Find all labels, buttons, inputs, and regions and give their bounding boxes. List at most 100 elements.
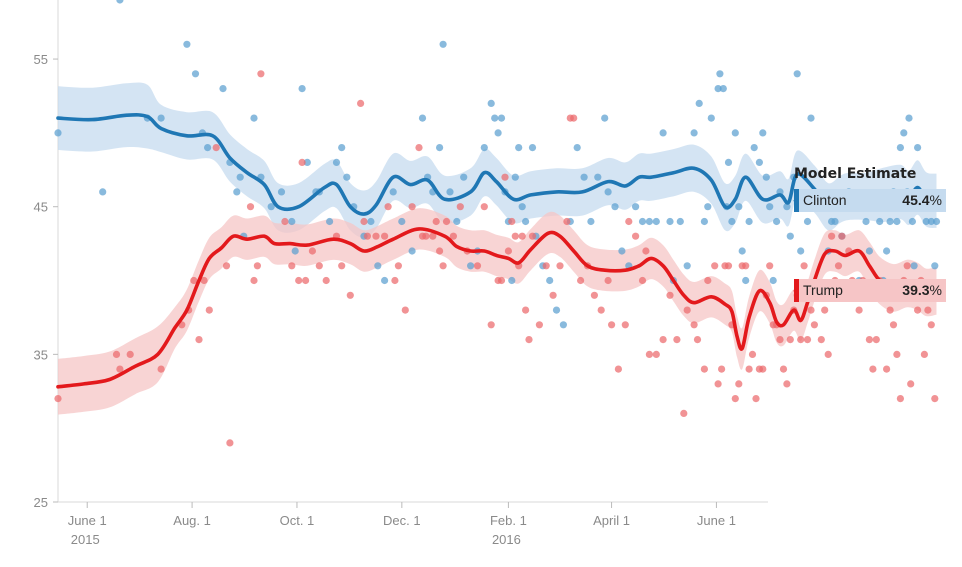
trump-poll-dot <box>436 247 444 255</box>
clinton-name: Clinton <box>803 192 847 209</box>
clinton-poll-dot <box>797 247 805 255</box>
x-tick-label: Dec. 1 <box>383 513 421 528</box>
trump-poll-dot <box>690 321 698 329</box>
trump-poll-dot <box>883 365 891 373</box>
clinton-poll-dot <box>695 99 703 107</box>
clinton-poll-dot <box>724 158 733 166</box>
clinton-poll-dot <box>233 188 241 196</box>
trump-poll-dot <box>817 336 825 344</box>
trump-poll-dot <box>752 395 760 403</box>
trump-poll-dot <box>652 350 660 358</box>
clinton-poll-dot <box>573 144 581 152</box>
clinton-band <box>58 82 937 238</box>
trump-poll-dot <box>893 350 901 358</box>
trump-poll-dot <box>645 350 654 358</box>
trump-poll-dot <box>590 291 599 299</box>
trump-poll-dot <box>212 144 220 152</box>
trump-poll-dot <box>903 262 911 270</box>
trump-poll-dot <box>501 173 509 181</box>
clinton-poll-dot <box>288 217 296 226</box>
trump-poll-dot <box>518 232 526 240</box>
trump-poll-dot <box>442 217 451 226</box>
trump-poll-dot <box>401 306 409 314</box>
clinton-poll-dot <box>522 217 530 226</box>
clinton-poll-dot <box>704 203 712 211</box>
trump-poll-dot <box>642 247 650 255</box>
trump-poll-dot <box>927 321 935 329</box>
x-tick-label: Aug. 1 <box>173 513 211 528</box>
trump-poll-dot <box>394 262 402 270</box>
clinton-poll-dot <box>250 114 258 122</box>
clinton-poll-dot <box>700 217 709 226</box>
clinton-poll-dot <box>783 203 791 211</box>
clinton-poll-dot <box>731 129 739 137</box>
clinton-poll-dot <box>793 70 801 78</box>
clinton-poll-dot <box>204 144 212 152</box>
x-axis: June 1 2015 Aug. 1 Oct. 1 Dec. 1 Feb. 1 2016 Ap… <box>58 501 768 547</box>
trump-poll-dot <box>487 321 495 329</box>
clinton-poll-dot <box>690 129 698 137</box>
trump-poll-dot <box>742 262 750 270</box>
trump-poll-dot <box>800 262 808 270</box>
x-tick-label: Feb. 1 <box>490 513 527 528</box>
trump-poll-dot <box>257 70 265 78</box>
clinton-poll-dot <box>518 203 526 211</box>
trump-poll-dot <box>556 262 564 270</box>
clinton-poll-dot <box>303 158 311 166</box>
trump-poll-dot <box>931 395 939 403</box>
trump-poll-dot <box>711 262 719 270</box>
clinton-poll-dot <box>683 262 691 270</box>
clinton-poll-dot <box>546 276 554 285</box>
trump-poll-dot <box>302 276 310 285</box>
clinton-poll-dot <box>738 247 746 255</box>
clinton-poll-dot <box>922 217 930 226</box>
clinton-poll-dot <box>291 247 299 255</box>
clinton-poll-dot <box>618 247 626 255</box>
trump-poll-dot <box>381 232 389 240</box>
trump-poll-dot <box>714 380 722 388</box>
clinton-poll-dot <box>896 144 905 152</box>
legend-title: Model Estimate <box>794 166 917 182</box>
trump-poll-dot <box>693 336 702 344</box>
trump-poll-dot <box>577 276 585 285</box>
trump-poll-dot <box>776 336 784 344</box>
trump-poll-dot <box>759 365 767 373</box>
trump-poll-dot <box>766 262 774 270</box>
clinton-poll-dot <box>750 144 758 152</box>
clinton-poll-dot <box>755 158 764 166</box>
clinton-poll-dot <box>762 173 770 181</box>
trump-poll-dot <box>914 306 922 314</box>
trump-poll-dot <box>281 217 289 226</box>
clinton-poll-dot <box>338 144 346 152</box>
trump-poll-dot <box>810 321 819 329</box>
clinton-poll-dot <box>446 188 454 196</box>
clinton-poll-dot <box>515 144 523 152</box>
clinton-poll-dot <box>298 85 306 93</box>
trump-poll-dot <box>456 203 464 211</box>
trump-poll-dot <box>549 291 557 299</box>
x-tick-label: June 1 <box>697 513 736 528</box>
clinton-poll-dot <box>191 70 200 78</box>
trump-poll-dot <box>205 306 213 314</box>
trump-poll-dot <box>828 232 836 240</box>
clinton-poll-dot <box>707 114 715 122</box>
trump-poll-dot <box>542 262 550 270</box>
trump-poll-dot <box>924 306 932 314</box>
clinton-poll-dot <box>408 247 416 255</box>
trump-poll-dot <box>855 306 863 314</box>
clinton-poll-dot <box>219 85 227 93</box>
x-tick-label: April 1 <box>593 513 630 528</box>
clinton-poll-dot <box>759 129 767 137</box>
trump-poll-dot <box>724 262 733 270</box>
trump-poll-dot <box>360 217 368 226</box>
clinton-poll-dot <box>652 217 660 226</box>
trump-poll-dot <box>200 276 208 285</box>
trump-poll-dot <box>439 262 447 270</box>
trump-poll-dot <box>408 203 416 211</box>
clinton-poll-dot <box>659 129 667 137</box>
trump-poll-dot <box>570 114 578 122</box>
trump-poll-dot <box>298 158 306 166</box>
clinton-poll-dot <box>714 85 722 93</box>
estimate-trump: Trump 39.3% <box>794 279 946 303</box>
